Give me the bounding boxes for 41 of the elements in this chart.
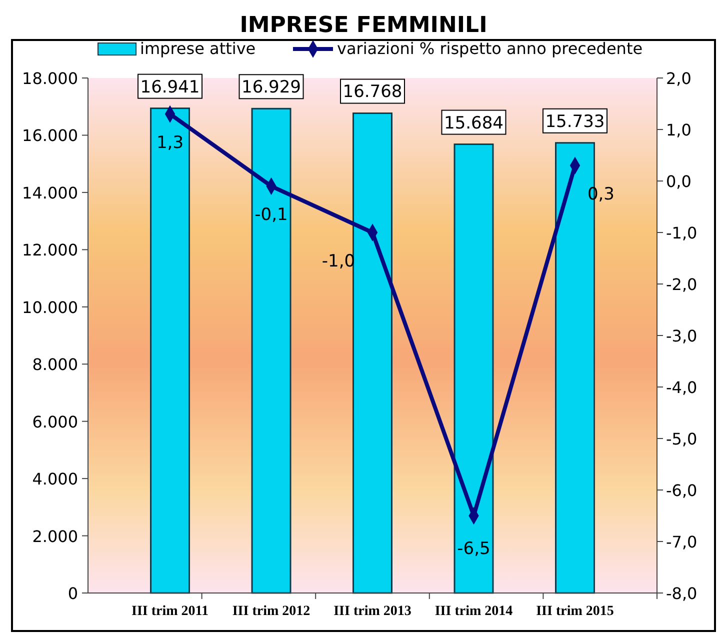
data-label: 15.733 xyxy=(545,112,605,132)
y2-tick-label: -1,0 xyxy=(666,224,698,242)
y-tick-label: 2.000 xyxy=(32,526,78,546)
bar xyxy=(454,144,494,594)
y-tick-label: 10.000 xyxy=(22,298,78,317)
y2-tick-label: 2,0 xyxy=(666,69,692,88)
data-label: -0,1 xyxy=(254,205,288,226)
x-tick-label: III trim 2012 xyxy=(232,604,310,619)
y2-tick-label: -8,0 xyxy=(666,584,698,603)
x-tick-label: III trim 2015 xyxy=(536,604,614,619)
data-label: 15.684 xyxy=(444,113,504,134)
bar xyxy=(150,108,190,594)
y-tick-label: 8.000 xyxy=(32,355,78,374)
y-tick-label: 4.000 xyxy=(32,470,78,489)
y-tick-label: 18.000 xyxy=(22,69,78,88)
chart-title: IMPRESE FEMMINILI xyxy=(240,13,488,38)
y2-tick-label: -3,0 xyxy=(666,326,698,346)
legend-label: variazioni % rispetto anno precedente xyxy=(337,39,643,58)
y2-tick-label: -4,0 xyxy=(666,378,698,397)
bar xyxy=(352,112,392,594)
data-label: 16.768 xyxy=(342,82,402,102)
legend-label: imprese attive xyxy=(140,39,256,58)
data-label: 16.941 xyxy=(140,77,200,98)
y-tick-label: 6.000 xyxy=(32,412,78,432)
y2-tick-label: -5,0 xyxy=(666,430,698,448)
data-label: -6,5 xyxy=(457,538,490,559)
y-tick-label: 16.000 xyxy=(22,126,78,146)
y-tick-label: 14.000 xyxy=(22,183,78,202)
data-label: 1,3 xyxy=(156,133,184,154)
x-tick-label: III trim 2014 xyxy=(434,604,513,619)
y2-tick-label: -6,0 xyxy=(666,481,698,500)
y-tick-label: 0 xyxy=(68,584,78,603)
data-label: 16.929 xyxy=(242,78,301,98)
y2-tick-label: 0,0 xyxy=(666,172,692,191)
bar xyxy=(251,108,292,594)
y2-tick-label: -2,0 xyxy=(666,275,698,294)
x-tick-label: III trim 2013 xyxy=(334,604,412,619)
x-tick-label: III trim 2011 xyxy=(132,604,209,619)
y2-tick-label: 1,0 xyxy=(666,120,692,140)
y-tick-label: 12.000 xyxy=(22,240,78,260)
y2-tick-label: -7,0 xyxy=(666,532,698,552)
